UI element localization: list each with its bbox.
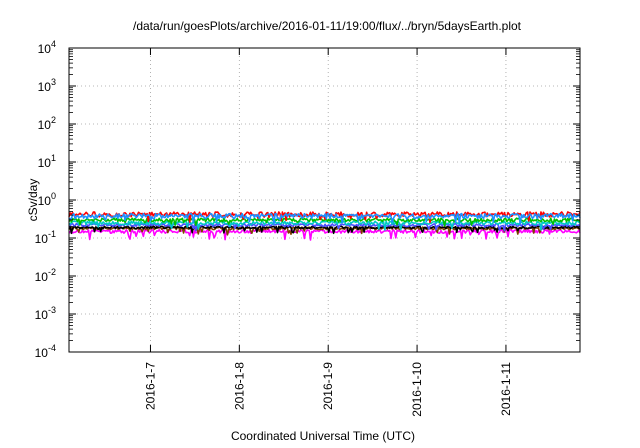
x-axis-label: Coordinated Universal Time (UTC) bbox=[231, 429, 415, 443]
y-tick-label: 10-4 bbox=[35, 343, 56, 360]
x-tick-label: 2016-1-7 bbox=[143, 362, 157, 410]
y-tick-label: 103 bbox=[38, 77, 56, 94]
y-tick-label: 10-3 bbox=[35, 305, 56, 322]
x-tick-labels: 2016-1-7 2016-1-8 2016-1-9 2016-1-10 2016-1-… bbox=[143, 362, 512, 417]
x-tick-label: 2016-1-10 bbox=[410, 362, 424, 417]
plot-frame bbox=[68, 47, 581, 353]
series-line-4 bbox=[68, 222, 581, 232]
series-line-6 bbox=[68, 217, 581, 227]
x-tick-label: 2016-1-8 bbox=[232, 362, 246, 410]
series-line-8 bbox=[68, 212, 581, 226]
axes-frame bbox=[68, 47, 581, 353]
chart-title: /data/run/goesPlots/archive/2016-01-11/1… bbox=[133, 19, 522, 33]
x-tick-label: 2016-1-9 bbox=[321, 362, 335, 410]
y-tick-labels: 10-4 10-3 10-2 10-1 100 101 102 103 104 bbox=[35, 39, 56, 360]
series-line-3 bbox=[68, 225, 581, 235]
y-tick-label: 100 bbox=[38, 191, 56, 208]
grid-lines bbox=[69, 48, 580, 352]
y-axis-label: cSv/day bbox=[26, 179, 40, 222]
y-tick-label: 102 bbox=[38, 115, 56, 132]
y-tick-label: 10-2 bbox=[35, 267, 56, 284]
series-group bbox=[68, 211, 581, 241]
y-tick-label: 10-1 bbox=[35, 229, 56, 246]
y-tick-label: 101 bbox=[38, 153, 56, 170]
series-line-1 bbox=[68, 228, 581, 241]
x-tick-label: 2016-1-11 bbox=[499, 362, 513, 416]
y-tick-label: 104 bbox=[38, 39, 56, 56]
